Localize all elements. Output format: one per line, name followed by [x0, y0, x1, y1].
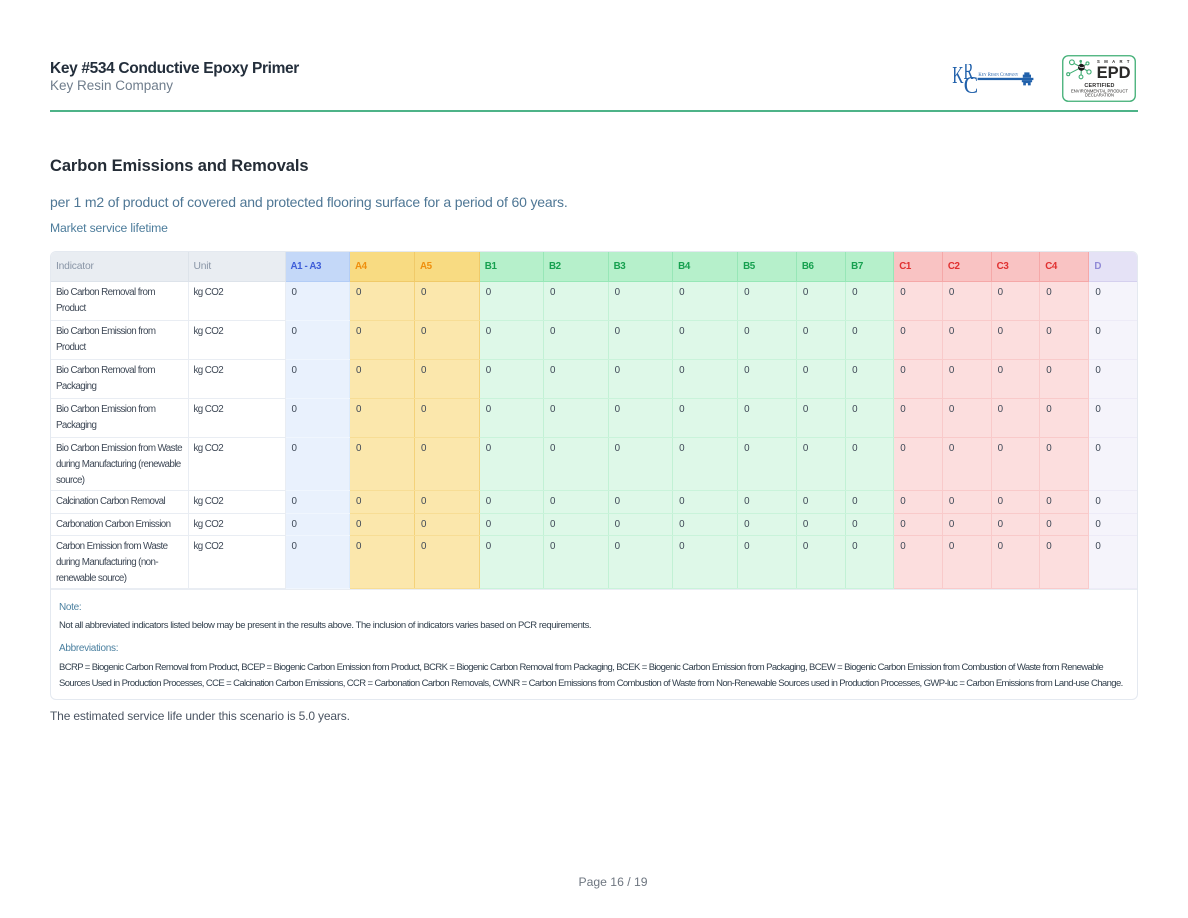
svg-text:KEY RESIN COMPANY: KEY RESIN COMPANY: [978, 73, 1018, 78]
svg-text:C: C: [964, 73, 978, 94]
svg-text:K: K: [952, 64, 964, 89]
svg-text:EPD: EPD: [1097, 64, 1131, 82]
svg-text:ENVIRONMENTAL PRODUCT: ENVIRONMENTAL PRODUCT: [1071, 88, 1128, 93]
svg-text:CERTIFIED: CERTIFIED: [1084, 82, 1114, 88]
svg-text:R: R: [964, 64, 974, 85]
svg-text:SMART: SMART: [1097, 59, 1134, 64]
svg-text:DECLARATION: DECLARATION: [1085, 92, 1114, 97]
